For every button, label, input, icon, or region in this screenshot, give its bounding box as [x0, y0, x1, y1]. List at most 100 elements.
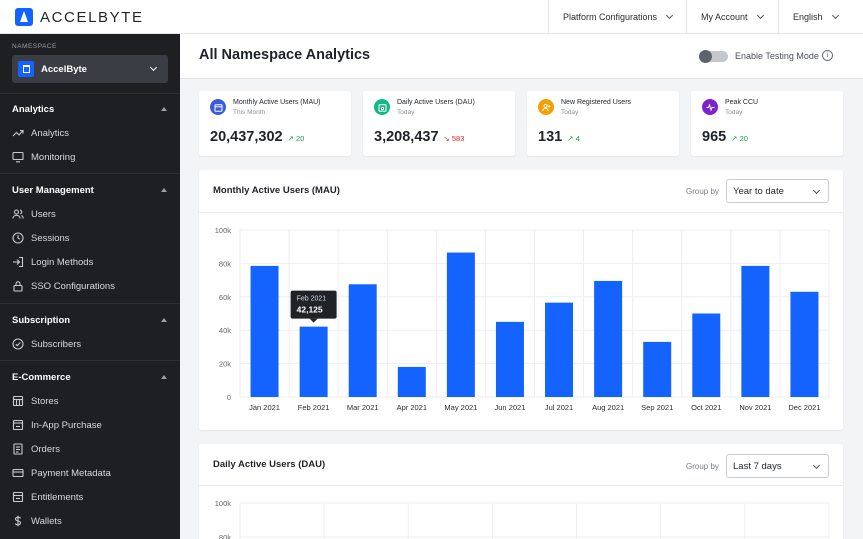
select-value: Year to date [733, 186, 784, 197]
menu-label: English [793, 12, 823, 22]
chevron-down-icon [812, 186, 821, 195]
stat-title: New Registered Users [561, 99, 632, 106]
x-tick-label: Aug 2021 [592, 403, 624, 412]
x-tick-label: May 2021 [444, 403, 477, 412]
chevron-down-icon [149, 63, 158, 72]
divider [199, 485, 843, 486]
sidebar-item-login-methods[interactable]: Login Methods [12, 255, 93, 269]
namespace-select[interactable]: AccelByte [12, 55, 168, 83]
divider [0, 173, 180, 174]
stat-delta: ↗ 4 [567, 134, 580, 143]
y-tick-label: 0 [227, 393, 231, 402]
accelbyte-logo[interactable]: ACCELBYTE [15, 7, 144, 27]
purchase-icon [12, 419, 24, 431]
collapse-caret-icon[interactable] [161, 318, 167, 322]
sidebar-item-payment-metadata[interactable]: Payment Metadata [12, 466, 111, 480]
sidebar-item-stores[interactable]: Stores [12, 394, 58, 408]
section-subscription[interactable]: Subscription [12, 315, 71, 326]
stat-title: Daily Active Users (DAU) [397, 99, 475, 106]
x-tick-label: Feb 2021 [298, 403, 330, 412]
divider [0, 93, 180, 94]
bar [594, 280, 623, 397]
collapse-caret-icon[interactable] [161, 375, 167, 379]
collapse-caret-icon[interactable] [161, 188, 167, 192]
group-by-select[interactable]: Last 7 days [726, 454, 829, 478]
bar [348, 284, 377, 397]
bar [643, 341, 672, 397]
info-icon[interactable]: i [822, 50, 833, 61]
calendar-icon [210, 99, 226, 115]
sidebar-item-label: Users [31, 208, 56, 220]
menu-label: My Account [701, 12, 748, 22]
section-analytics[interactable]: Analytics [12, 104, 55, 115]
namespace-value: AccelByte [41, 63, 87, 75]
top-bar: ACCELBYTE Platform Configurations My Acc… [0, 0, 863, 34]
group-by-label: Group by [686, 462, 719, 471]
check-circle-icon [12, 338, 24, 350]
sidebar-item-entitlements[interactable]: Entitlements [12, 490, 83, 504]
bar [741, 265, 770, 397]
sidebar-item-analytics[interactable]: Analytics [12, 126, 69, 140]
sidebar-item-label: Stores [31, 395, 59, 407]
dollar-icon [14, 515, 22, 527]
logo-mark-icon [15, 8, 33, 26]
sidebar-item-monitoring[interactable]: Monitoring [12, 150, 75, 164]
sidebar-item-label: Wallets [31, 515, 62, 527]
collapse-caret-icon[interactable] [161, 107, 167, 111]
stat-subtitle: Today [725, 109, 743, 116]
bar [495, 321, 524, 397]
divider [199, 212, 843, 213]
sidebar-item-wallets[interactable]: Wallets [12, 514, 62, 528]
tooltip-pointer [309, 318, 318, 323]
sidebar-item-label: Monitoring [31, 151, 76, 163]
sidebar-item-subscribers[interactable]: Subscribers [12, 337, 81, 351]
x-tick-label: Jan 2021 [249, 403, 280, 412]
y-tick-label: 60k [219, 293, 231, 302]
sidebar-item-label: Orders [31, 443, 61, 455]
group-by-select[interactable]: Year to date [726, 179, 829, 203]
sidebar-item-sessions[interactable]: Sessions [12, 231, 70, 245]
trending-up-icon [12, 129, 24, 137]
bar [446, 252, 475, 397]
sidebar-item-label: Entitlements [31, 491, 84, 503]
stat-delta: ↘ 583 [443, 134, 465, 143]
users-icon [12, 209, 24, 219]
my-account-menu[interactable]: My Account [686, 0, 778, 34]
testing-mode-label: Enable Testing Mode [735, 51, 819, 61]
sidebar-item-sso-configurations[interactable]: SSO Configurations [12, 279, 115, 293]
login-icon [13, 256, 24, 268]
sidebar-item-users[interactable]: Users [12, 207, 56, 221]
testing-mode-toggle[interactable] [699, 50, 728, 63]
dau-chart-card: Daily Active Users (DAU) Group by Last 7… [199, 444, 843, 539]
card-title: Daily Active Users (DAU) [213, 459, 326, 470]
sidebar-item-label: SSO Configurations [31, 280, 115, 292]
section-user-management[interactable]: User Management [12, 185, 94, 196]
bar [545, 302, 574, 397]
section-e-commerce[interactable]: E-Commerce [12, 372, 71, 383]
platform-configurations-menu[interactable]: Platform Configurations [548, 0, 686, 34]
stat-delta: ↗ 20 [287, 134, 305, 143]
stat-value: 20,437,302 [210, 129, 283, 145]
activity-icon [702, 99, 718, 115]
x-tick-label: Dec 2021 [788, 403, 820, 412]
stat-card-mau: Monthly Active Users (MAU) This Month 20… [199, 91, 351, 156]
chevron-down-icon [756, 11, 764, 20]
clock-icon [12, 232, 24, 244]
payment-icon [12, 468, 24, 478]
stat-value: 131 [538, 129, 563, 145]
stat-value-row: 131 ↗ 4 [538, 129, 580, 145]
user-add-icon [538, 99, 554, 115]
page-title: All Namespace Analytics [199, 47, 371, 63]
stat-value: 965 [702, 129, 727, 145]
lock-icon [13, 281, 23, 292]
chart-tooltip: Feb 2021 42,125 [290, 290, 337, 323]
language-menu[interactable]: English [778, 0, 863, 34]
y-tick-label: 20k [219, 360, 231, 369]
select-value: Last 7 days [733, 461, 782, 472]
chevron-down-icon [812, 461, 821, 470]
stat-title: Monthly Active Users (MAU) [233, 99, 321, 106]
stat-subtitle: Today [397, 109, 415, 116]
sidebar: NAMESPACE AccelByte Analytics Analytics … [0, 34, 180, 539]
sidebar-item-orders[interactable]: Orders [12, 442, 60, 456]
sidebar-item-in-app-purchase[interactable]: In-App Purchase [12, 418, 102, 432]
